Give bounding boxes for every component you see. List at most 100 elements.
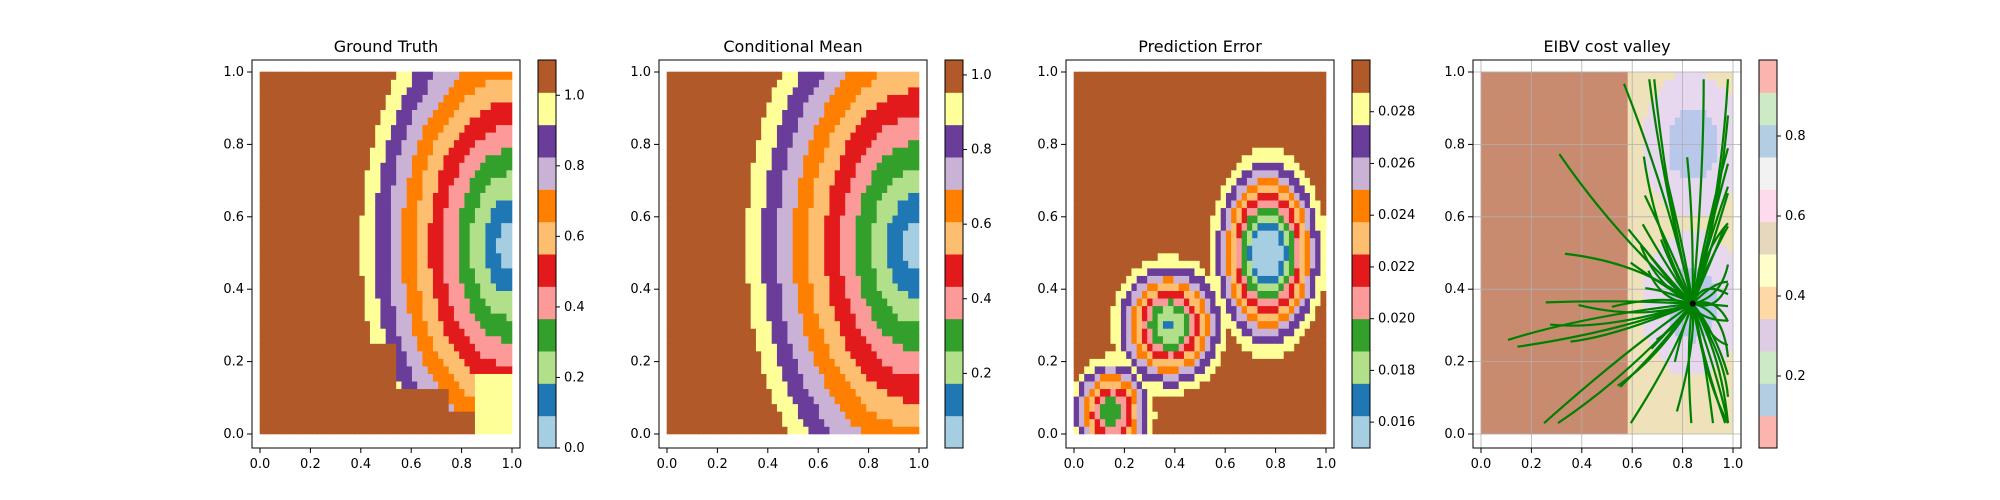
heatmap-cell	[724, 335, 731, 344]
heatmap-cell	[692, 305, 699, 314]
heatmap-cell	[782, 162, 789, 171]
heatmap-cell	[708, 388, 715, 397]
heatmap-cell	[902, 147, 909, 156]
heatmap-cell	[682, 305, 689, 314]
heatmap-cell	[291, 124, 298, 133]
heatmap-cell	[687, 94, 694, 103]
heatmap-cell	[354, 411, 361, 420]
heatmap-cell	[792, 395, 799, 405]
heatmap-cell	[312, 109, 319, 118]
heatmap-cell	[677, 411, 684, 420]
heatmap-cell	[359, 418, 366, 427]
heatmap-cell	[839, 192, 846, 201]
heatmap-cell	[1094, 373, 1101, 382]
heatmap-cell	[464, 290, 471, 299]
heatmap-cell	[448, 214, 455, 224]
heatmap-cell	[803, 395, 810, 405]
heatmap-cell	[296, 350, 303, 359]
heatmap-cell	[692, 297, 699, 307]
heatmap-cell	[485, 358, 492, 367]
heatmap-cell	[501, 418, 508, 427]
heatmap-cell	[734, 282, 741, 292]
heatmap-cell	[666, 116, 673, 126]
heatmap-cell	[438, 282, 445, 292]
heatmap-cell	[390, 267, 397, 276]
heatmap-cell	[850, 343, 857, 352]
heatmap-cell	[343, 395, 350, 405]
heatmap-cell	[719, 192, 726, 201]
heatmap-cell	[432, 169, 439, 178]
heatmap-cell	[312, 169, 319, 178]
heatmap-cell	[897, 71, 904, 80]
heatmap-cell	[1099, 313, 1106, 322]
heatmap-cell	[787, 214, 794, 224]
heatmap-cell	[713, 207, 720, 216]
heatmap-cell	[876, 426, 883, 435]
y-tick-label: 0.8	[223, 137, 244, 152]
heatmap-cell	[803, 297, 810, 307]
heatmap-cell	[469, 388, 476, 397]
heatmap-cell	[677, 275, 684, 284]
heatmap-cell	[490, 230, 497, 239]
heatmap-cell	[845, 350, 852, 359]
heatmap-cell	[322, 86, 329, 95]
heatmap-cell	[860, 132, 867, 141]
heatmap-cell	[713, 260, 720, 269]
heatmap-cell	[782, 380, 789, 390]
heatmap-cell	[845, 86, 852, 95]
heatmap-cell	[464, 282, 471, 292]
heatmap-cell	[845, 388, 852, 397]
heatmap-cell	[871, 403, 878, 412]
heatmap-cell	[327, 313, 334, 322]
heatmap-cell	[682, 373, 689, 382]
heatmap-cell	[422, 373, 429, 382]
heatmap-cell	[390, 358, 397, 367]
heatmap-cell	[855, 184, 862, 193]
heatmap-cell	[317, 260, 324, 269]
heatmap-cell	[1099, 403, 1106, 412]
heatmap-cell	[902, 214, 909, 224]
heatmap-cell	[866, 260, 873, 269]
heatmap-cell	[1073, 395, 1080, 405]
heatmap-cell	[427, 282, 434, 292]
heatmap-cell	[443, 214, 450, 224]
heatmap-cell	[818, 237, 825, 246]
heatmap-cell	[469, 245, 476, 254]
heatmap-cell	[296, 71, 303, 80]
heatmap-cell	[306, 124, 313, 133]
heatmap-cell	[453, 403, 460, 412]
heatmap-cell	[692, 282, 699, 292]
heatmap-cell	[897, 252, 904, 261]
heatmap-cell	[485, 260, 492, 269]
heatmap-cell	[703, 154, 710, 163]
heatmap-cell	[317, 214, 324, 224]
heatmap-cell	[740, 305, 747, 314]
heatmap-cell	[459, 282, 466, 292]
heatmap-cell	[1089, 358, 1096, 367]
heatmap-cell	[860, 230, 867, 239]
heatmap-cell	[839, 297, 846, 307]
heatmap-cell	[698, 79, 705, 88]
heatmap-cell	[459, 290, 466, 299]
heatmap-cell	[317, 184, 324, 193]
heatmap-cell	[866, 199, 873, 209]
heatmap-cell	[692, 411, 699, 420]
heatmap-cell	[1078, 290, 1085, 299]
heatmap-cell	[729, 184, 736, 193]
heatmap-cell	[427, 395, 434, 405]
heatmap-cell	[677, 335, 684, 344]
heatmap-cell	[306, 358, 313, 367]
heatmap-cell	[474, 222, 481, 231]
heatmap-cell	[259, 147, 266, 156]
heatmap-cell	[698, 94, 705, 103]
heatmap-cell	[1073, 147, 1080, 156]
heatmap-cell	[902, 365, 909, 374]
heatmap-cell	[406, 411, 413, 420]
heatmap-cell	[401, 116, 408, 126]
heatmap-cell	[432, 343, 439, 352]
heatmap-cell	[1073, 426, 1080, 435]
heatmap-cell	[703, 86, 710, 95]
heatmap-cell	[401, 275, 408, 284]
heatmap-cell	[291, 177, 298, 186]
heatmap-cell	[745, 305, 752, 314]
